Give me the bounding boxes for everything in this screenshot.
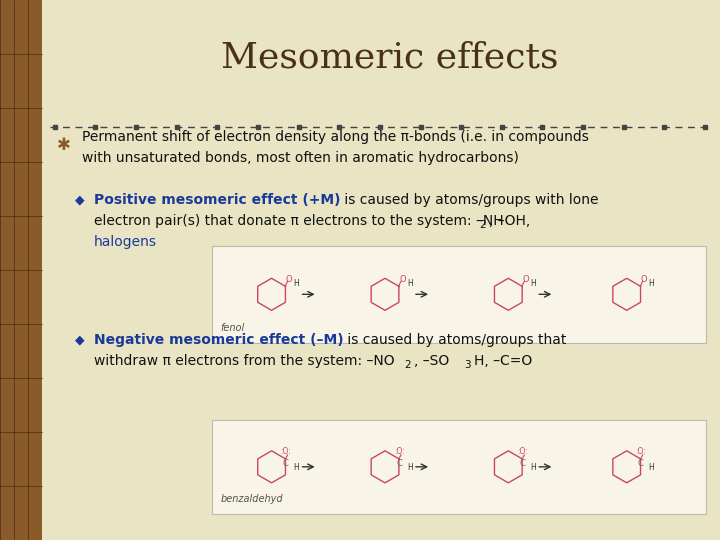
Text: C: C <box>638 460 644 468</box>
Text: H: H <box>294 279 300 288</box>
Text: O: O <box>641 275 647 284</box>
Text: H: H <box>649 463 654 472</box>
Text: :O:: :O: <box>394 447 405 456</box>
Text: :O:: :O: <box>280 447 291 456</box>
Text: Mesomeric effects: Mesomeric effects <box>221 40 559 74</box>
Bar <box>0 0 42 540</box>
Text: ◆: ◆ <box>75 193 84 206</box>
Text: H: H <box>294 463 300 472</box>
Bar <box>212 246 706 343</box>
Text: ✱: ✱ <box>57 136 71 154</box>
Text: Permanent shift of electron density along the π-bonds (i.e. in compounds: Permanent shift of electron density alon… <box>82 130 589 144</box>
Text: ◆: ◆ <box>75 334 84 347</box>
Text: with unsaturated bonds, most often in aromatic hydrocarbons): with unsaturated bonds, most often in ar… <box>82 151 518 165</box>
Text: :O:: :O: <box>635 447 646 456</box>
Text: H: H <box>531 279 536 288</box>
Text: H: H <box>407 463 413 472</box>
Text: halogens: halogens <box>94 235 157 249</box>
Text: O: O <box>286 275 292 284</box>
Text: H: H <box>649 279 654 288</box>
Text: H: H <box>407 279 413 288</box>
Text: benzaldehyd: benzaldehyd <box>220 494 283 504</box>
Text: H, –C=O: H, –C=O <box>474 354 532 368</box>
Text: O: O <box>522 275 529 284</box>
Text: electron pair(s) that donate π electrons to the system: –NH: electron pair(s) that donate π electrons… <box>94 214 503 228</box>
Text: withdraw π electrons from the system: –NO: withdraw π electrons from the system: –N… <box>94 354 395 368</box>
Text: O: O <box>399 275 405 284</box>
Text: :O:: :O: <box>517 447 528 456</box>
Text: Positive mesomeric effect (+M): Positive mesomeric effect (+M) <box>94 193 341 207</box>
Text: 2: 2 <box>479 220 485 230</box>
Text: is caused by atoms/groups that: is caused by atoms/groups that <box>343 333 567 347</box>
Text: C: C <box>283 460 289 468</box>
Text: is caused by atoms/groups with lone: is caused by atoms/groups with lone <box>341 193 599 207</box>
Text: 2: 2 <box>404 360 410 370</box>
Text: , –SO: , –SO <box>414 354 449 368</box>
Text: fenol: fenol <box>220 323 245 333</box>
Text: C: C <box>396 460 402 468</box>
Text: , –OH,: , –OH, <box>489 214 530 228</box>
Text: H: H <box>531 463 536 472</box>
Text: C: C <box>519 460 526 468</box>
Text: 3: 3 <box>464 360 470 370</box>
Bar <box>212 420 706 514</box>
Text: Negative mesomeric effect (–M): Negative mesomeric effect (–M) <box>94 333 343 347</box>
